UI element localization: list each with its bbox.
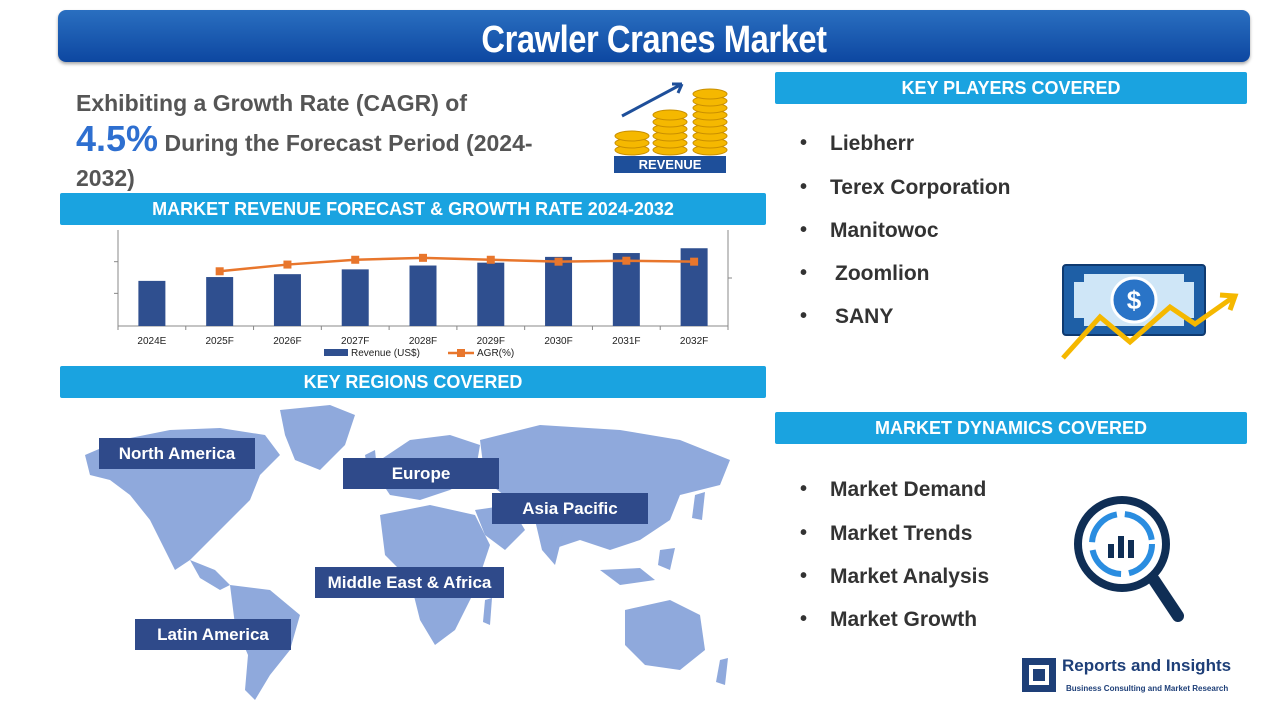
x-tick-label: 2027F bbox=[341, 336, 369, 347]
company-logo-icon bbox=[1022, 658, 1056, 692]
players-list: Liebherr Terex Corporation Manitowoc Zoo… bbox=[800, 132, 1010, 348]
agr-point bbox=[554, 257, 563, 266]
x-tick-label: 2026F bbox=[273, 336, 301, 347]
revenue-bar bbox=[477, 262, 505, 326]
chart-header: MARKET REVENUE FORECAST & GROWTH RATE 20… bbox=[60, 193, 766, 225]
player-item: Manitowoc bbox=[800, 219, 1010, 262]
x-tick-label: 2032F bbox=[680, 336, 708, 347]
x-tick-label: 2025F bbox=[205, 336, 233, 347]
revenue-bar bbox=[341, 269, 369, 326]
x-tick-label: 2031F bbox=[612, 336, 640, 347]
svg-text:$: $ bbox=[1127, 285, 1142, 315]
revenue-bar bbox=[206, 277, 234, 326]
revenue-forecast-chart: 2024E 2025F 2026F 2027F 2028F 2029F 2030F 2031F… bbox=[114, 230, 732, 359]
money-growth-icon: $ bbox=[1061, 264, 1239, 360]
agr-point bbox=[351, 255, 360, 264]
cagr-statement: Exhibiting a Growth Rate (CAGR) of 4.5% … bbox=[76, 86, 596, 196]
players-header: KEY PLAYERS COVERED bbox=[775, 72, 1247, 104]
cagr-line3: 2032) bbox=[76, 165, 135, 191]
magnifier-chart-icon bbox=[1074, 496, 1184, 622]
agr-point bbox=[486, 255, 495, 264]
cagr-rate: 4.5% bbox=[76, 118, 159, 159]
cagr-line2: During the Forecast Period (2024- bbox=[164, 130, 533, 156]
agr-line bbox=[219, 256, 695, 273]
legend-agr-label: AGR(%) bbox=[477, 348, 514, 359]
revenue-bar bbox=[545, 256, 573, 326]
legend-agr-marker bbox=[457, 349, 465, 357]
player-item: Terex Corporation bbox=[800, 176, 1010, 219]
region-label-middle-east-africa: Middle East & Africa bbox=[315, 567, 504, 598]
title-bar: Crawler Cranes Market bbox=[58, 10, 1250, 62]
dynamics-item: Market Analysis bbox=[800, 565, 989, 608]
legend-revenue-label: Revenue (US$) bbox=[351, 348, 420, 359]
agr-point bbox=[215, 267, 224, 276]
dynamics-list: Market Demand Market Trends Market Analy… bbox=[800, 478, 989, 651]
x-tick-label: 2029F bbox=[477, 336, 505, 347]
dynamics-item: Market Growth bbox=[800, 608, 989, 651]
dynamics-header: MARKET DYNAMICS COVERED bbox=[775, 412, 1247, 444]
brand-name: Reports and Insights bbox=[1062, 656, 1232, 675]
agr-point bbox=[419, 253, 427, 262]
dynamics-item: Market Trends bbox=[800, 522, 989, 565]
page-title: Crawler Cranes Market bbox=[481, 19, 827, 61]
revenue-bar bbox=[409, 265, 437, 326]
revenue-icon-label: REVENUE bbox=[639, 157, 702, 172]
agr-point bbox=[622, 256, 631, 265]
legend-revenue-swatch bbox=[324, 349, 348, 356]
x-tick-label: 2028F bbox=[409, 336, 437, 347]
region-label-europe: Europe bbox=[343, 458, 499, 489]
x-tick-label: 2030F bbox=[544, 336, 572, 347]
dynamics-item: Market Demand bbox=[800, 478, 989, 522]
region-label-north-america: North America bbox=[99, 438, 255, 469]
revenue-bar bbox=[138, 280, 166, 326]
revenue-coins-icon: REVENUE bbox=[614, 82, 728, 173]
revenue-bar bbox=[273, 274, 301, 326]
player-item: Liebherr bbox=[800, 132, 1010, 176]
agr-point bbox=[690, 257, 699, 266]
x-tick-label: 2024E bbox=[137, 336, 166, 347]
cagr-line1: Exhibiting a Growth Rate (CAGR) of bbox=[76, 90, 467, 116]
region-label-asia-pacific: Asia Pacific bbox=[492, 493, 648, 524]
player-item: Zoomlion bbox=[800, 262, 1010, 305]
region-label-latin-america: Latin America bbox=[135, 619, 291, 650]
regions-header: KEY REGIONS COVERED bbox=[60, 366, 766, 398]
brand-tagline: Business Consulting and Market Research bbox=[1066, 684, 1229, 693]
revenue-bar bbox=[612, 253, 640, 326]
agr-point bbox=[283, 260, 292, 269]
player-item: SANY bbox=[800, 305, 1010, 348]
